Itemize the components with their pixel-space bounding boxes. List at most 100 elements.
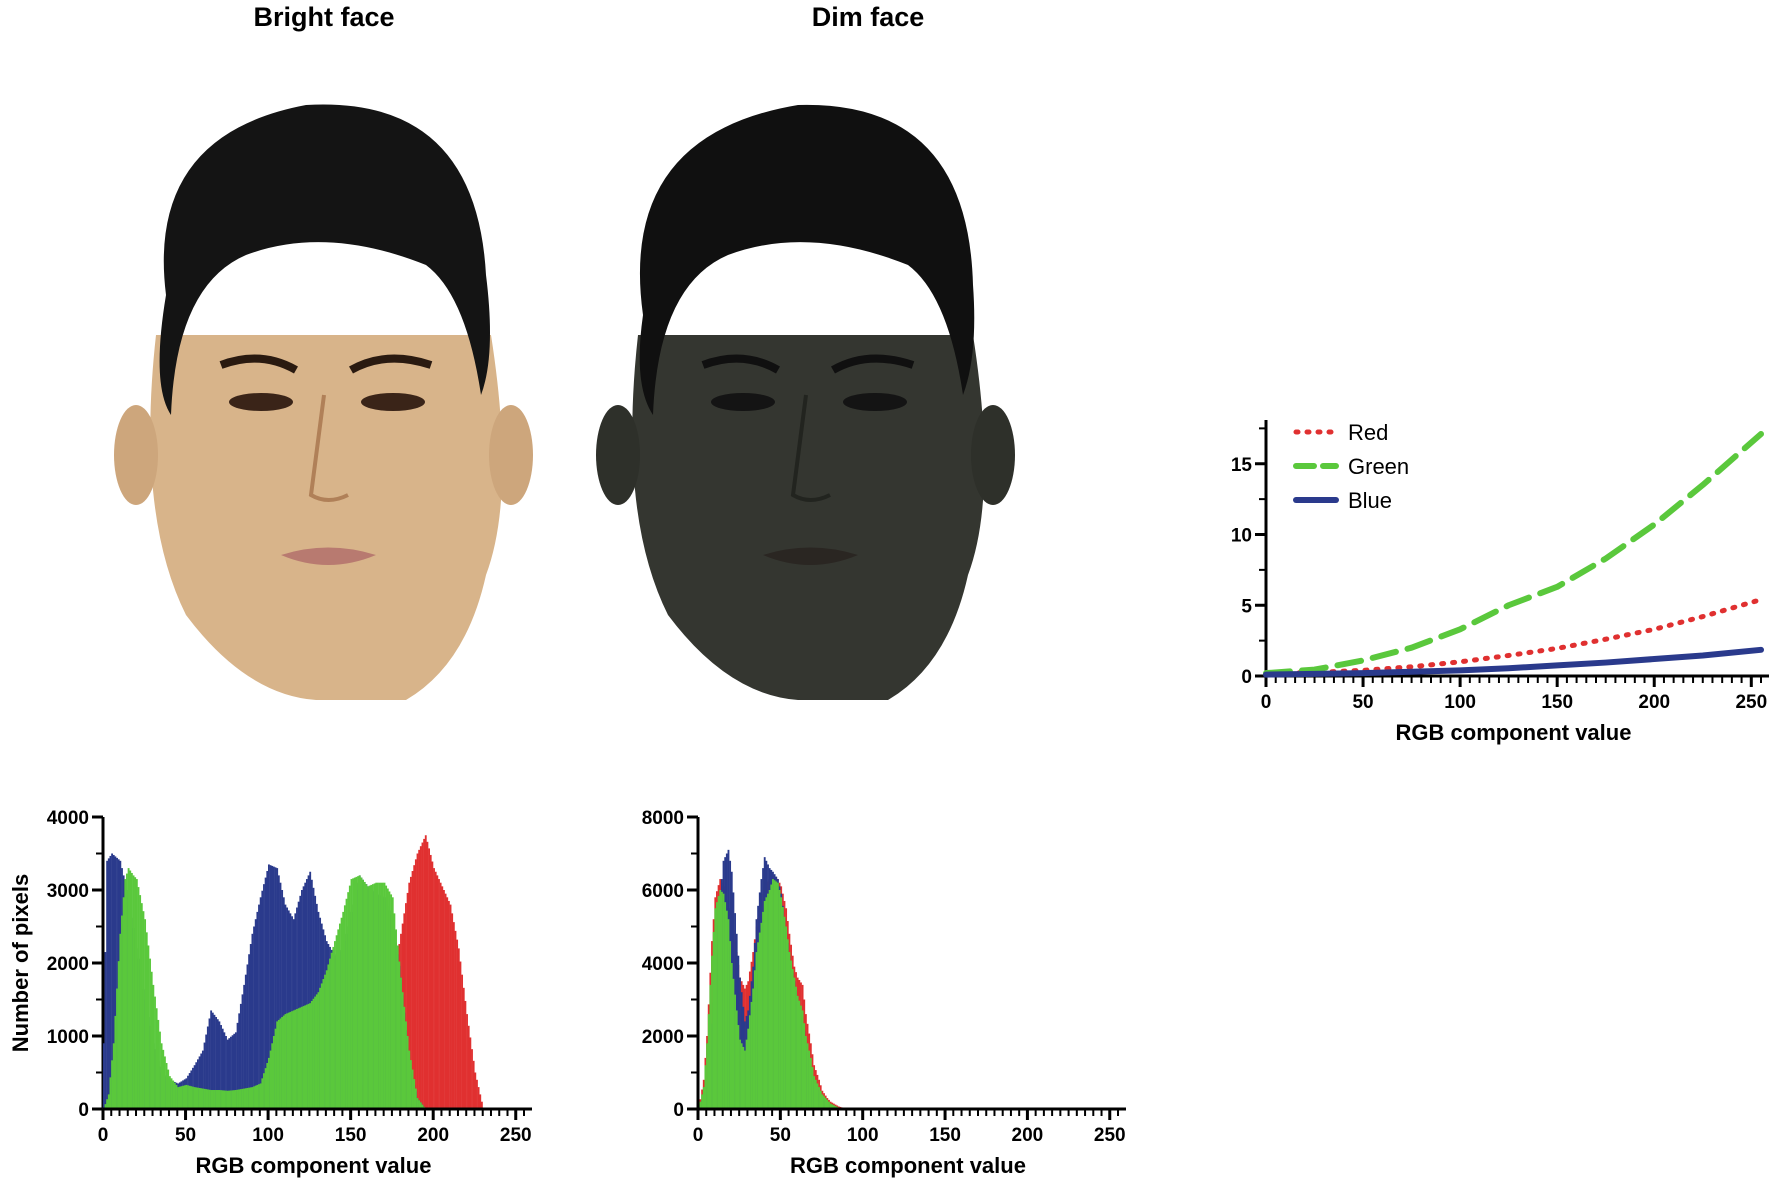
green-bin-bar [215, 1090, 218, 1109]
blue-bin-bar [226, 1039, 229, 1109]
red-bin-bar [443, 890, 445, 1109]
green-bin-bar [193, 1087, 196, 1109]
y-tick-label: 0 [1241, 667, 1252, 688]
red-bin-bar [462, 987, 465, 1109]
green-bin-bar [187, 1085, 189, 1109]
luminance-chart: 05010015020025005101520RGB component val… [1231, 420, 1769, 745]
blue-bin-bar [241, 994, 244, 1109]
green-bin-bar [292, 1010, 295, 1109]
green-bin-bar [317, 992, 320, 1109]
green-bin-bar [391, 897, 394, 1109]
green-bin-bar [150, 971, 153, 1109]
green-bin-bar [373, 883, 376, 1109]
red-bin-bar [461, 974, 464, 1109]
green-bin-bar [107, 1094, 110, 1109]
green-bin-bar [717, 896, 720, 1109]
green-bin-bar [129, 870, 132, 1109]
red-bin-bar [426, 841, 429, 1109]
x-tick-label: 250 [1735, 692, 1767, 713]
x-tick-label: 0 [693, 1125, 704, 1146]
green-bin-bar [330, 952, 333, 1109]
red-bin-bar [439, 882, 442, 1109]
green-bin-bar [163, 1056, 166, 1109]
y-tick-label: 2000 [47, 954, 89, 975]
green-bin-bar [758, 932, 761, 1109]
green-bin-bar [348, 885, 351, 1109]
green-bin-bar [709, 984, 712, 1109]
green-bin-bar [418, 1100, 421, 1109]
green-bin-bar [714, 908, 717, 1109]
red-bin-bar [444, 893, 447, 1109]
green-bin-bar [319, 987, 322, 1109]
green-bin-bar [419, 1102, 422, 1109]
green-bin-bar [372, 884, 374, 1109]
legend-label-green: Green [1348, 454, 1409, 479]
green-bin-bar [210, 1090, 213, 1109]
green-bin-bar [763, 900, 766, 1109]
blue-bin-bar [243, 984, 246, 1109]
green-bin-bar [301, 1006, 303, 1109]
y-tick-label: 5 [1241, 596, 1252, 617]
green-bin-bar [732, 978, 735, 1109]
green-bin-bar [109, 1077, 112, 1109]
green-bin-bar [266, 1063, 269, 1109]
blue-bin-bar [213, 1014, 216, 1109]
green-bin-bar [178, 1086, 181, 1109]
green-bin-bar [831, 1104, 834, 1109]
green-bin-bar [752, 988, 755, 1109]
blue-bin-bar [228, 1038, 231, 1109]
red-bin-bar [457, 948, 460, 1109]
green-bin-bar [309, 1003, 312, 1109]
green-bin-bar [796, 995, 799, 1109]
green-bin-bar [117, 961, 120, 1109]
blue-bin-bar [197, 1059, 199, 1109]
blue-bin-bar [269, 865, 272, 1109]
green-bin-bar [231, 1090, 234, 1109]
green-bin-bar [808, 1050, 811, 1109]
green-bin-bar [248, 1087, 251, 1109]
blue-bin-bar [246, 964, 249, 1109]
y-tick-label: 15 [1231, 455, 1253, 476]
red-bin-bar [469, 1037, 472, 1109]
green-bin-bar [785, 926, 788, 1109]
green-bin-bar [406, 1036, 409, 1109]
green-bin-bar [172, 1080, 175, 1109]
green-histogram-series [104, 868, 426, 1109]
green-bin-bar [800, 1005, 802, 1109]
red-bin-bar [477, 1087, 480, 1109]
blue-bin-bar [259, 897, 262, 1109]
green-bin-bar [740, 1043, 743, 1109]
green-bin-bar [770, 884, 773, 1109]
blue-bin-bar [297, 901, 300, 1109]
green-bin-bar [401, 992, 404, 1109]
green-bin-bar [393, 913, 396, 1109]
green-bin-bar [145, 932, 148, 1109]
green-bin-bar [783, 916, 786, 1109]
green-bin-bar [137, 887, 140, 1109]
green-bin-bar [220, 1090, 222, 1109]
blue-bin-bar [211, 1012, 214, 1109]
red-bin-bar [452, 922, 455, 1109]
green-bin-bar [388, 891, 391, 1109]
green-bin-bar [147, 945, 150, 1109]
green-bin-bar [259, 1083, 262, 1109]
blue-bin-bar [195, 1062, 198, 1109]
y-tick-label: 3000 [47, 881, 89, 902]
green-bin-bar [699, 1101, 702, 1109]
green-bin-bar [725, 910, 728, 1109]
green-bin-bar [370, 884, 373, 1109]
green-bin-bar [223, 1090, 226, 1109]
green-bin-bar [177, 1087, 180, 1109]
x-tick-label: 200 [1012, 1125, 1044, 1146]
green-bin-bar [216, 1090, 219, 1109]
blue-bin-bar [309, 871, 312, 1109]
green-bin-bar [180, 1086, 183, 1109]
green-bin-bar [411, 1069, 414, 1109]
green-bin-bar [778, 890, 781, 1109]
x-tick-label: 0 [98, 1125, 109, 1146]
green-bin-bar [299, 1007, 302, 1109]
green-bin-bar [413, 1079, 416, 1109]
green-bin-bar [236, 1089, 239, 1109]
green-bin-bar [320, 983, 323, 1109]
green-bin-bar [343, 905, 346, 1109]
